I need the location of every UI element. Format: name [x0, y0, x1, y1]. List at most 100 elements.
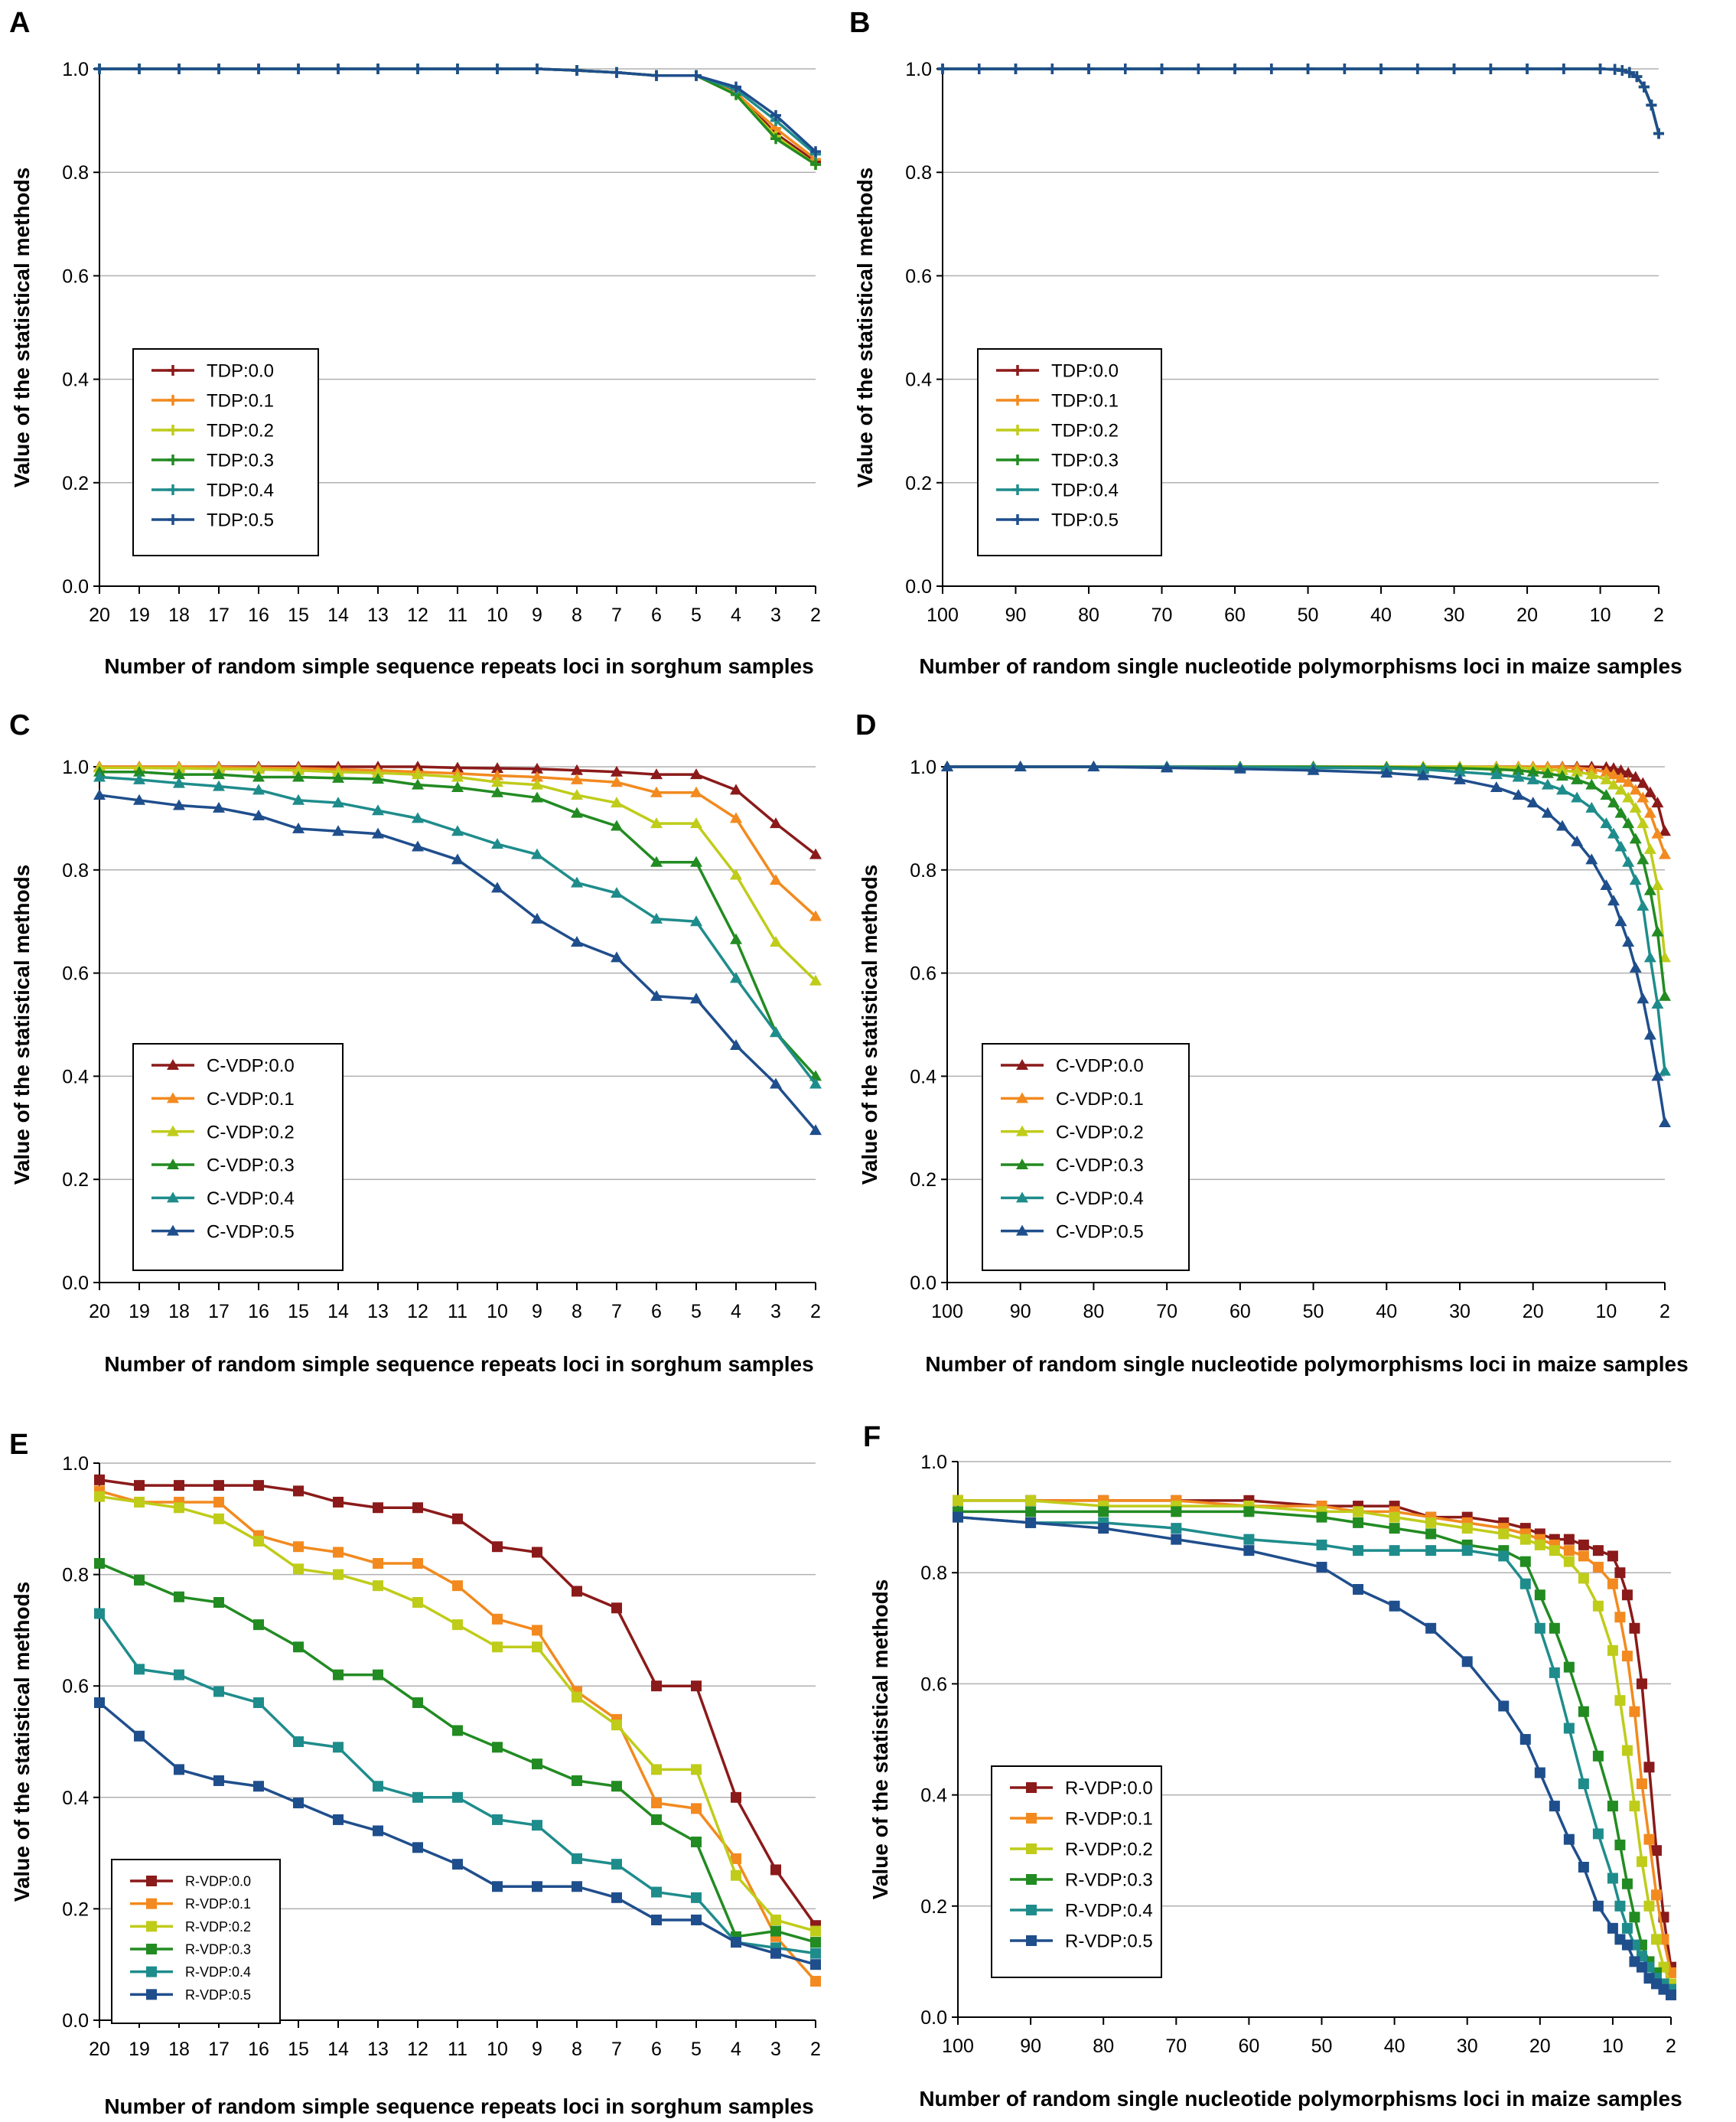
x-tick-label: 8	[572, 2039, 582, 2060]
data-point	[174, 1502, 184, 1514]
x-tick-label: 20	[89, 2039, 110, 2060]
data-point	[252, 810, 265, 821]
data-point	[1498, 1700, 1510, 1712]
x-tick-label: 70	[1156, 1301, 1177, 1322]
y-tick-label: 0.0	[905, 576, 932, 598]
data-point	[1571, 765, 1584, 777]
data-point	[1629, 1706, 1640, 1717]
data-point	[1622, 767, 1635, 778]
data-point	[333, 1742, 344, 1753]
data-point	[1631, 71, 1643, 83]
data-point	[1607, 797, 1620, 808]
y-tick-label: 0.6	[910, 963, 936, 985]
data-point	[293, 1736, 304, 1747]
data-point	[690, 856, 702, 867]
y-tick-label: 1.0	[62, 1453, 89, 1475]
x-tick-label: 2	[1666, 2036, 1676, 2057]
x-axis-title: Number of random simple sequence repeats…	[104, 1352, 813, 1376]
y-tick-label: 0.8	[910, 860, 936, 882]
panel-f: F 0.0 0.2 0.4 0.6 0.8 1.0 100 90 80 70 60 50 40 30 20 10…	[863, 1421, 1682, 2111]
y-axis-title: Value of the statistical methods	[853, 168, 877, 488]
data-point	[1629, 771, 1642, 782]
data-point	[1010, 64, 1021, 74]
legend-marker	[1016, 1059, 1028, 1070]
legend-label: C-VDP:0.4	[207, 1188, 295, 1209]
x-tick-label: 2	[810, 605, 821, 626]
y-axis-title: Value of the statistical methods	[10, 168, 34, 488]
x-tick-label: 5	[691, 1301, 702, 1322]
x-tick-label: 15	[288, 1301, 309, 1322]
data-point	[1607, 1644, 1618, 1656]
data-point	[492, 1742, 503, 1753]
x-tick-label: 16	[248, 2039, 269, 2060]
data-point	[1230, 64, 1241, 74]
data-point	[953, 1495, 963, 1506]
legend-label: TDP:0.5	[1051, 510, 1119, 531]
x-tick-label: 10	[1602, 2036, 1624, 2057]
legend-label: R-VDP:0.3	[185, 1941, 251, 1957]
legend-label: TDP:0.4	[1051, 481, 1119, 501]
x-tick-label: 30	[1449, 1301, 1471, 1322]
data-point	[1425, 1528, 1437, 1540]
data-point	[1425, 1517, 1437, 1528]
y-tick-label: 0.0	[62, 1273, 89, 1294]
data-point	[611, 776, 623, 787]
data-point	[1666, 1989, 1676, 2000]
data-point	[1621, 1922, 1633, 1934]
data-point	[691, 1837, 702, 1848]
data-point	[412, 1697, 423, 1709]
series-line	[947, 765, 1666, 1071]
data-point	[134, 1730, 145, 1742]
series-line	[943, 67, 1660, 134]
legend-label: TDP:0.0	[1051, 361, 1119, 382]
data-point	[531, 791, 543, 803]
data-point	[1353, 1517, 1364, 1528]
x-tick-label: 12	[407, 605, 428, 626]
x-tick-label: 60	[1239, 2036, 1260, 2057]
data-point	[253, 1781, 264, 1792]
legend-marker	[1012, 365, 1023, 376]
legend-marker	[167, 1159, 179, 1169]
y-tick-label: 1.0	[910, 757, 936, 778]
data-point	[451, 825, 464, 836]
data-point	[1592, 1828, 1604, 1840]
x-tick-label: 100	[942, 2036, 974, 2057]
y-tick-label: 0.2	[62, 473, 89, 494]
y-tick-label: 0.2	[910, 1169, 936, 1191]
x-tick-label: 6	[651, 2039, 662, 2060]
x-tick-label: 90	[1020, 2036, 1041, 2057]
y-tick-label: 0.2	[905, 473, 932, 494]
data-point	[730, 784, 742, 795]
y-tick-label: 0.6	[920, 1674, 947, 1695]
legend-label: R-VDP:0.5	[185, 1987, 251, 2003]
data-point	[731, 1791, 741, 1803]
data-point	[1600, 773, 1613, 784]
data-point	[452, 1791, 463, 1803]
data-point	[531, 778, 543, 790]
y-tick-label: 1.0	[920, 1452, 947, 1473]
data-point	[1087, 761, 1100, 771]
y-tick-label: 0.2	[62, 1899, 89, 1920]
series-line	[943, 67, 1660, 134]
data-point	[1629, 833, 1642, 844]
data-point	[611, 1602, 622, 1614]
data-point	[332, 797, 344, 808]
data-point	[690, 915, 702, 927]
y-tick-label: 0.0	[62, 2010, 89, 2032]
series-line	[943, 67, 1660, 134]
data-point	[452, 64, 463, 74]
data-point	[651, 1814, 662, 1825]
data-point	[133, 765, 145, 777]
data-point	[134, 1480, 145, 1491]
data-point	[532, 1625, 542, 1636]
data-point	[651, 70, 662, 81]
data-point	[1629, 1801, 1640, 1812]
series-line	[99, 1478, 817, 1927]
data-point	[571, 764, 583, 775]
data-point	[1534, 1539, 1545, 1550]
x-tick-label: 8	[572, 605, 582, 626]
data-point	[491, 882, 503, 893]
y-tick-label: 0.8	[62, 860, 89, 882]
x-tick-label: 2	[810, 1301, 821, 1322]
x-tick-label: 3	[770, 605, 781, 626]
